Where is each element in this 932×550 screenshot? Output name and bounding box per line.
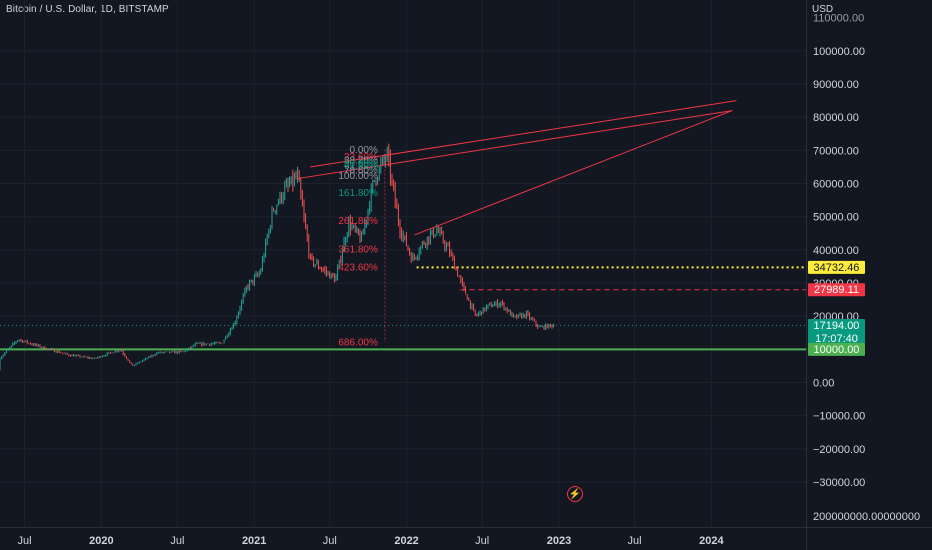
y-tick-label: 40000.00: [813, 245, 859, 257]
y-tick-label: 60000.00: [813, 179, 859, 191]
x-tick-label: 2022: [394, 535, 418, 547]
time-axis[interactable]: Jul 2020 Jul 2021 Jul 2022 Jul 2023 Jul 2024: [18, 535, 725, 547]
lightning-icon[interactable]: ⚡: [567, 486, 583, 502]
fib-level-label: 100.00%: [338, 171, 378, 182]
price-badge-value: 27989.11: [814, 284, 859, 296]
candles: [0, 143, 555, 371]
price-badge-value: 17194.00: [814, 320, 860, 332]
x-tick-label: Jul: [628, 535, 642, 547]
trendline: [414, 110, 733, 236]
y-tick-label: 80000.00: [813, 112, 859, 124]
y-axis-scale-label: 200000000.00000000: [813, 511, 920, 523]
currency-label: USD: [812, 4, 834, 15]
fib-extension: 0.00%23.60%38.20%50.00%61.80%78.60%100.0…: [338, 145, 386, 349]
fib-level-label: 61.80%: [344, 161, 378, 172]
y-tick-label: 90000.00: [813, 79, 859, 91]
fib-level-label: 78.60%: [344, 165, 378, 176]
chart-title: Bitcoin / U.S. Dollar, 1D, BITSTAMP: [6, 4, 169, 15]
y-tick-label-partial: 110000.00: [813, 13, 864, 25]
price-badge-value: 10000.00: [814, 344, 860, 356]
x-tick-label: Jul: [323, 535, 337, 547]
y-tick-label: −20000.00: [813, 444, 865, 456]
price-badge: [808, 260, 865, 274]
fib-level-label: 686.00%: [338, 338, 378, 349]
x-tick-label: Jul: [475, 535, 489, 547]
horizontal-levels: [0, 266, 806, 351]
price-badge: [808, 342, 865, 356]
price-badge: [808, 318, 865, 345]
fib-level-label: 50.00%: [344, 158, 378, 169]
price-badge: [808, 283, 865, 297]
fib-level-label: 0.00%: [350, 145, 378, 156]
y-tick-label: −10000.00: [813, 411, 865, 423]
y-tick-label: 0.00: [813, 378, 834, 390]
y-tick-label: 50000.00: [813, 212, 859, 224]
fib-level-label: 423.60%: [338, 262, 378, 273]
trendline: [310, 100, 737, 168]
x-tick-label: 2021: [242, 535, 266, 547]
y-tick-label: 100000.00: [813, 46, 865, 58]
x-tick-label: 2024: [699, 535, 724, 547]
fib-level-label: 161.80%: [338, 188, 378, 199]
fib-level-label: 261.80%: [338, 216, 378, 227]
x-tick-label: Jul: [18, 535, 32, 547]
x-tick-label: 2020: [89, 535, 113, 547]
fib-level-label: 23.60%: [344, 152, 378, 163]
price-badge-countdown: 17:07:40: [815, 333, 858, 345]
fib-level-label: 38.20%: [344, 155, 378, 166]
x-tick-label: 2023: [547, 535, 571, 547]
price-badge-value: 34732.46: [814, 262, 860, 274]
trendline: [297, 110, 733, 180]
trendlines: [297, 100, 737, 236]
x-tick-label: Jul: [170, 535, 184, 547]
fib-level-label: 361.80%: [338, 244, 378, 255]
y-tick-label: 70000.00: [813, 145, 859, 157]
y-tick-label: −30000.00: [813, 477, 865, 489]
